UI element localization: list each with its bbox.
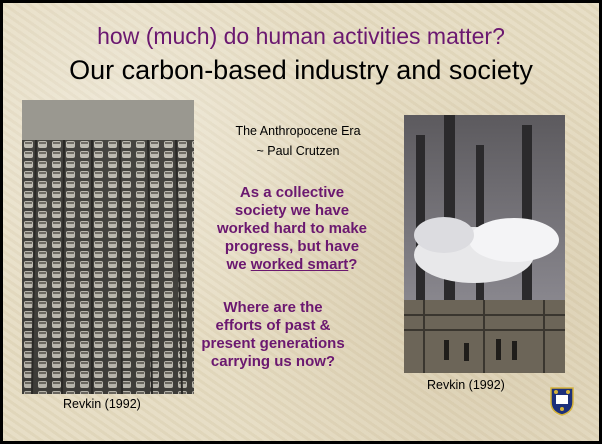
era-title: The Anthropocene Era (235, 124, 361, 138)
right-caption: Revkin (1992) (427, 378, 505, 392)
era-author: ~ Paul Crutzen (256, 144, 340, 158)
left-caption: Revkin (1992) (63, 397, 141, 411)
text: ? (348, 256, 358, 273)
university-crest (550, 387, 574, 416)
question-1: As a collective society we have worked h… (216, 184, 368, 274)
text: As a collective society we have worked h… (216, 184, 368, 273)
underlined-text: worked smart (250, 256, 349, 273)
title: how (much) do human activities matter? (97, 23, 505, 49)
industry-photo (404, 115, 565, 373)
traffic-photo (22, 100, 194, 394)
subtitle: Our carbon-based industry and society (69, 55, 533, 85)
question-2: Where are the efforts of past & present … (201, 299, 345, 370)
